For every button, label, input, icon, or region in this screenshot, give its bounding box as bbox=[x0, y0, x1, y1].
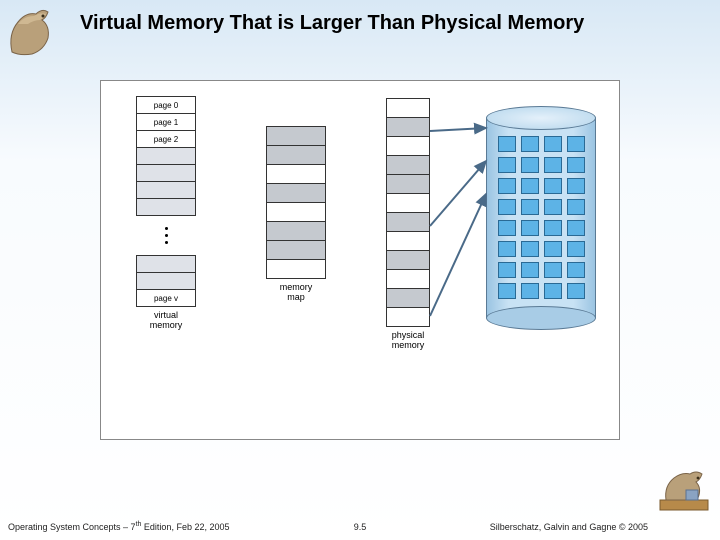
physical-memory-slot bbox=[386, 155, 430, 175]
memory-map-slot bbox=[266, 221, 326, 241]
vm-page-blank bbox=[136, 181, 196, 199]
vm-page-blank bbox=[136, 164, 196, 182]
disk-page-cell bbox=[567, 262, 585, 278]
disk-page-cell bbox=[521, 157, 539, 173]
diagram-panel: page 0page 1page 2 page v virtualmemory me… bbox=[100, 80, 620, 440]
disk-cylinder bbox=[486, 106, 596, 336]
vm-page-blank bbox=[136, 255, 196, 273]
memory-map-slot bbox=[266, 183, 326, 203]
vm-page: page v bbox=[136, 289, 196, 307]
disk-page-cell bbox=[544, 262, 562, 278]
disk-page-cell bbox=[498, 262, 516, 278]
physical-memory-slot bbox=[386, 174, 430, 194]
vm-page-blank bbox=[136, 198, 196, 216]
memory-map-slot bbox=[266, 126, 326, 146]
memory-map-slot bbox=[266, 259, 326, 279]
physical-memory-slot bbox=[386, 250, 430, 270]
physical-memory-slot bbox=[386, 117, 430, 137]
disk-page-cell bbox=[498, 220, 516, 236]
memory-map-column: memorymap bbox=[266, 126, 326, 302]
disk-page-cell bbox=[544, 157, 562, 173]
disk-page-cell bbox=[567, 241, 585, 257]
physical-memory-slot bbox=[386, 136, 430, 156]
disk-page-cell bbox=[521, 262, 539, 278]
physical-memory-slot bbox=[386, 98, 430, 118]
footer-left-post: Edition, Feb 22, 2005 bbox=[141, 522, 229, 532]
disk-page-cell bbox=[498, 241, 516, 257]
disk-page-cell bbox=[567, 199, 585, 215]
physical-memory-slot bbox=[386, 193, 430, 213]
vm-page: page 0 bbox=[136, 96, 196, 114]
disk-page-cell bbox=[567, 136, 585, 152]
disk-page-cell bbox=[544, 283, 562, 299]
disk-page-cell bbox=[498, 199, 516, 215]
disk-page-cell bbox=[521, 136, 539, 152]
memory-map-slot bbox=[266, 202, 326, 222]
disk-page-cell bbox=[521, 220, 539, 236]
mapping-arrow bbox=[430, 128, 486, 131]
mapping-arrow bbox=[430, 161, 486, 226]
vm-page-blank bbox=[136, 147, 196, 165]
physical-memory-slot bbox=[386, 288, 430, 308]
memory-map-slot bbox=[266, 240, 326, 260]
disk-page-cell bbox=[567, 283, 585, 299]
vm-label: virtualmemory bbox=[136, 310, 196, 330]
disk-page-cell bbox=[567, 178, 585, 194]
physical-memory-column: physicalmemory bbox=[386, 98, 430, 350]
memory-map-slot bbox=[266, 145, 326, 165]
disk-page-cell bbox=[521, 283, 539, 299]
vm-page-blank bbox=[136, 272, 196, 290]
disk-page-cell bbox=[544, 178, 562, 194]
memory-map-label: memorymap bbox=[266, 282, 326, 302]
memory-map-slot bbox=[266, 164, 326, 184]
disk-page-cell bbox=[544, 136, 562, 152]
logo-dinosaur-top bbox=[4, 4, 60, 60]
mapping-arrow bbox=[430, 194, 486, 316]
disk-page-cell bbox=[567, 157, 585, 173]
virtual-memory-column: page 0page 1page 2 page v virtualmemory bbox=[136, 96, 196, 330]
logo-dinosaur-bottom bbox=[656, 468, 712, 516]
footer-left-pre: Operating System Concepts – 7 bbox=[8, 522, 136, 532]
disk-page-cell bbox=[498, 136, 516, 152]
vm-dots bbox=[136, 215, 196, 255]
vm-page: page 1 bbox=[136, 113, 196, 131]
disk-page-cell bbox=[498, 157, 516, 173]
disk-page-cell bbox=[521, 241, 539, 257]
footer-page-number: 9.5 bbox=[354, 522, 367, 532]
disk-page-cell bbox=[567, 220, 585, 236]
physical-memory-slot bbox=[386, 269, 430, 289]
slide-title: Virtual Memory That is Larger Than Physi… bbox=[80, 12, 584, 35]
disk-page-cell bbox=[544, 241, 562, 257]
footer-right: Silberschatz, Galvin and Gagne © 2005 bbox=[490, 522, 648, 532]
physical-memory-label: physicalmemory bbox=[386, 330, 430, 350]
physical-memory-slot bbox=[386, 212, 430, 232]
disk-page-cell bbox=[544, 199, 562, 215]
physical-memory-slot bbox=[386, 231, 430, 251]
vm-page: page 2 bbox=[136, 130, 196, 148]
disk-page-cell bbox=[498, 283, 516, 299]
disk-page-cell bbox=[521, 199, 539, 215]
disk-page-cell bbox=[498, 178, 516, 194]
footer-left: Operating System Concepts – 7th Edition,… bbox=[8, 521, 229, 532]
disk-page-cell bbox=[544, 220, 562, 236]
physical-memory-slot bbox=[386, 307, 430, 327]
disk-page-cell bbox=[521, 178, 539, 194]
